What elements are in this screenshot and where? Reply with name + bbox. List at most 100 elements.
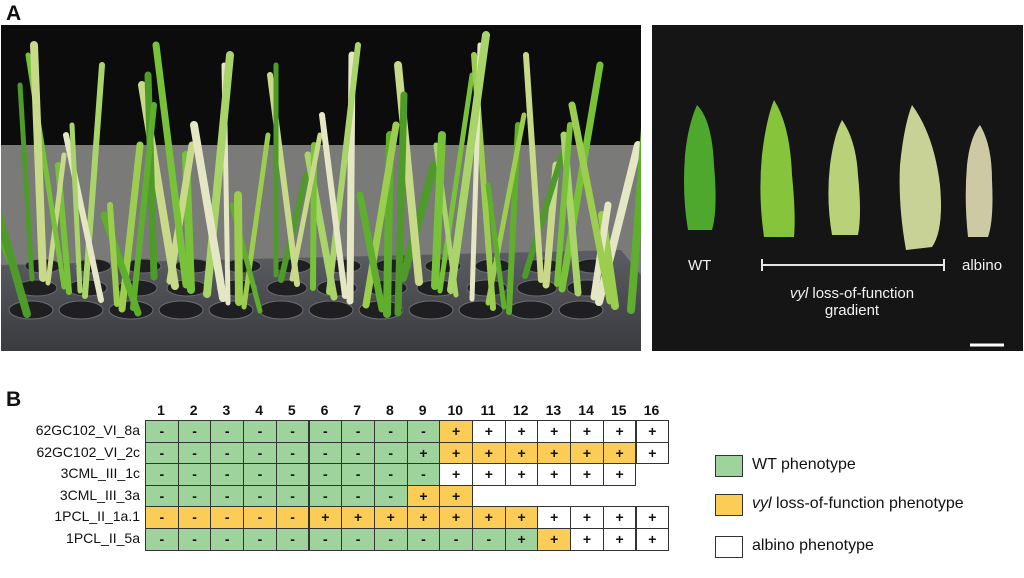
column-header: 5: [287, 402, 296, 418]
table-cell: -: [275, 441, 310, 465]
table-cell: +: [635, 506, 670, 529]
column-header: 4: [255, 402, 263, 418]
gradient-caption: vyl loss-of-function gradient: [789, 285, 915, 319]
table-cell: -: [275, 506, 310, 529]
table-cell: -: [177, 484, 212, 508]
seedling-tray-illustration: [1, 25, 641, 351]
leaf-gradient-photo: WT albino vyl loss-of-function gradient: [652, 25, 1023, 351]
table-cell: -: [210, 441, 245, 465]
column-header: 3: [222, 402, 231, 418]
table-cell: +: [504, 441, 539, 465]
table-cell: +: [537, 420, 572, 443]
table-cell: +: [439, 441, 473, 465]
table-cell: +: [406, 441, 441, 465]
table-cell: +: [341, 506, 375, 529]
leaf-gradient-illustration: [652, 25, 1023, 351]
table-cell: -: [439, 528, 473, 551]
table-cell: -: [373, 420, 408, 443]
table-cell: +: [570, 463, 604, 486]
table-cell: -: [275, 484, 310, 508]
table-cell: +: [472, 506, 506, 529]
row-label: 3CML_III_1c: [60, 465, 140, 482]
table-cell: -: [243, 463, 277, 486]
table-cell: +: [537, 463, 572, 486]
column-header: 14: [578, 402, 594, 418]
table-cell: -: [243, 484, 277, 508]
column-header: 11: [480, 402, 496, 418]
table-cell: -: [308, 420, 343, 443]
legend-vyl-label: vyl loss-of-function phenotype: [752, 495, 964, 512]
table-cell: -: [177, 506, 212, 529]
table-cell: -: [373, 528, 408, 551]
table-cell: -: [406, 463, 441, 486]
table-cell: -: [243, 528, 277, 551]
legend-albino-label: albino phenotype: [752, 537, 874, 554]
table-cell: +: [570, 420, 604, 443]
table-cell: -: [177, 463, 212, 486]
table-cell: -: [145, 463, 179, 486]
table-cell: +: [472, 441, 506, 465]
table-cell: -: [373, 463, 408, 486]
panel-b-label: B: [6, 388, 22, 411]
legend-vyl-swatch: [715, 494, 743, 516]
table-cell: +: [472, 463, 506, 486]
table-cell: -: [145, 484, 179, 508]
table-cell: +: [373, 506, 408, 529]
table-cell: +: [439, 484, 473, 508]
table-cell: -: [210, 420, 245, 443]
table-cell: -: [472, 528, 506, 551]
row-label: 62GC102_VI_2c: [36, 443, 140, 460]
table-cell: -: [145, 420, 179, 443]
table-cell: -: [177, 441, 212, 465]
table-cell: +: [635, 420, 670, 443]
table-cell: +: [504, 463, 539, 486]
table-cell: +: [504, 420, 539, 443]
table-cell: +: [406, 506, 441, 529]
albino-leaf-label: albino: [962, 257, 1003, 274]
table-cell: +: [635, 441, 670, 465]
table-cell: -: [341, 463, 375, 486]
table-cell: +: [472, 420, 506, 443]
table-cell: -: [243, 506, 277, 529]
table-cell: -: [308, 463, 343, 486]
column-header: 2: [189, 402, 198, 418]
column-header: 6: [320, 402, 329, 418]
table-cell: -: [243, 441, 277, 465]
table-cell: +: [602, 506, 637, 529]
seedling-tray-photo: [1, 25, 641, 351]
table-cell: -: [341, 420, 375, 443]
legend-albino-swatch: [715, 536, 743, 558]
column-header: 9: [418, 402, 427, 418]
table-cell: +: [602, 420, 637, 443]
row-label: 3CML_III_3a: [59, 486, 140, 503]
table-cell: -: [210, 463, 245, 486]
table-cell: +: [504, 506, 539, 529]
table-cell: +: [439, 506, 473, 529]
table-cell: -: [406, 420, 441, 443]
column-header: 15: [611, 402, 627, 418]
column-header: 1: [157, 402, 165, 418]
table-cell: -: [373, 484, 408, 508]
column-header: 8: [385, 402, 394, 418]
wt-leaf-label: WT: [688, 257, 712, 274]
panel-a-label: A: [6, 2, 22, 25]
column-header: 7: [353, 402, 362, 418]
legend-wt-swatch: [715, 455, 743, 477]
table-cell: -: [341, 441, 375, 465]
row-label: 1PCL_II_5a: [66, 530, 140, 546]
table-cell: -: [145, 506, 179, 529]
table-cell: -: [145, 528, 179, 551]
table-cell: +: [537, 506, 572, 529]
table-cell: -: [145, 441, 179, 465]
table-cell: +: [406, 484, 441, 508]
column-header: 16: [643, 402, 660, 418]
table-cell: -: [275, 528, 310, 551]
table-cell: -: [275, 463, 310, 486]
table-cell: +: [537, 441, 572, 465]
table-cell: -: [177, 528, 212, 551]
table-cell: -: [210, 528, 245, 551]
column-header: 12: [512, 402, 529, 418]
row-label: 1PCL_II_1a.1: [54, 508, 140, 525]
table-cell: +: [570, 441, 604, 465]
table-cell: +: [602, 463, 637, 486]
